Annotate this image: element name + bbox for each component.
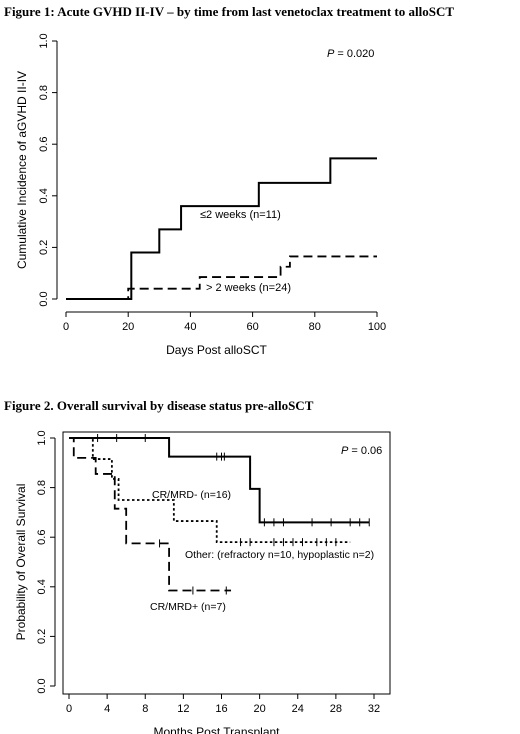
series-line-1 [69, 437, 370, 524]
y-tick-label: 0.8 [36, 480, 48, 495]
x-tick-label: 20 [122, 321, 134, 333]
figure-1-chart: 0.0 0.2 0.4 0.6 0.8 1.0 0 20 40 60 80 100 Days Post … [15, 33, 386, 357]
x-tick-label: 4 [104, 703, 110, 715]
y-tick-label: 0.2 [36, 629, 48, 644]
y-tick-label: 1.0 [38, 33, 50, 48]
x-tick-label: 16 [215, 703, 227, 715]
x-tick-label: 100 [368, 321, 386, 333]
x-tick-label: 28 [330, 703, 342, 715]
x-tick-label: 0 [66, 703, 72, 715]
series-line-3 [69, 437, 232, 592]
y-axis-title: Cumulative Incidence of aGVHD II-IV [15, 71, 29, 269]
y-tick-label: 0.0 [36, 678, 48, 693]
y-tick-label: 1.0 [36, 430, 48, 445]
y-tick-label: 0.6 [36, 530, 48, 545]
series-label-1: CR/MRD- (n=16) [152, 489, 231, 501]
x-tick-label: 40 [184, 321, 196, 333]
x-tick-label: 12 [177, 703, 189, 715]
y-tick-label: 0.8 [38, 85, 50, 100]
figure-2-title: Figure 2. Overall survival by disease st… [4, 398, 314, 413]
x-axis-title: Months Post Transplant [153, 725, 280, 734]
y-tick-label: 0.2 [38, 240, 50, 255]
y-tick-label: 0.4 [36, 579, 48, 594]
p-value-annotation: P = 0.020 [327, 48, 374, 60]
p-value-annotation: P = 0.06 [341, 445, 382, 457]
series-label-3: CR/MRD+ (n=7) [150, 601, 226, 613]
x-axis-title: Days Post alloSCT [166, 343, 267, 357]
y-tick-label: 0.0 [38, 291, 50, 306]
x-tick-label: 24 [292, 703, 304, 715]
x-tick-label: 0 [63, 321, 69, 333]
series-line-2 [66, 255, 377, 300]
x-tick-label: 8 [142, 703, 148, 715]
series-label-2: > 2 weeks (n=24) [206, 282, 291, 294]
series-label-2: Other: (refractory n=10, hypoplastic n=2… [185, 549, 374, 561]
series-line-1 [66, 157, 377, 300]
x-tick-label: 60 [246, 321, 258, 333]
y-tick-label: 0.4 [38, 188, 50, 203]
series-label-1: ≤2 weeks (n=11) [200, 209, 281, 221]
series-line-2 [69, 437, 351, 544]
y-tick-label: 0.6 [38, 137, 50, 152]
figure-1-title: Figure 1: Acute GVHD II-IV – by time fro… [4, 4, 455, 19]
y-axis-title: Probability of Overall Survival [14, 484, 28, 641]
x-tick-label: 32 [368, 703, 380, 715]
x-tick-label: 80 [309, 321, 321, 333]
x-tick-label: 20 [254, 703, 266, 715]
